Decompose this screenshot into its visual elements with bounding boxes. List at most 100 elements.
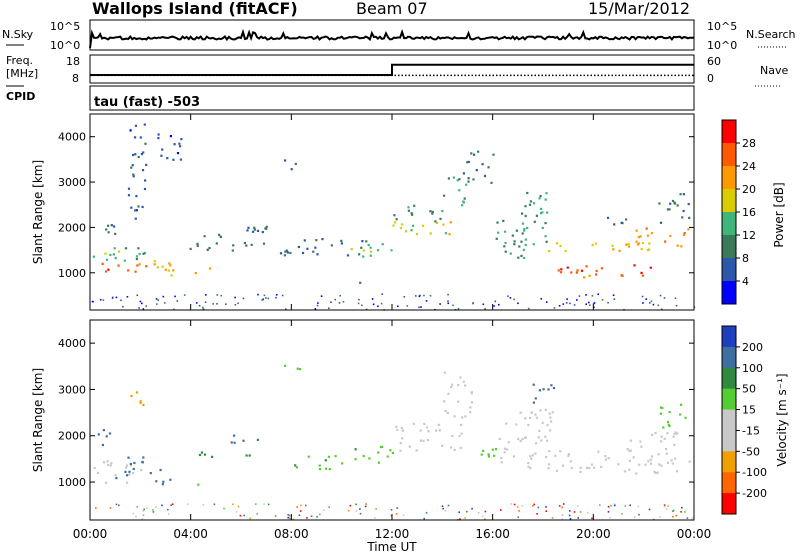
noise-cell — [545, 506, 547, 508]
data-cell — [285, 249, 288, 252]
velocity-colorbar-label: Velocity [m s⁻¹] — [775, 373, 789, 466]
data-cell — [155, 480, 158, 483]
data-cell — [524, 417, 527, 420]
data-cell — [434, 220, 437, 223]
data-cell — [256, 229, 260, 232]
data-cell — [646, 234, 650, 237]
data-cell — [358, 253, 361, 256]
data-cell — [386, 455, 389, 458]
data-cell — [113, 247, 116, 250]
data-cell — [561, 464, 565, 467]
data-cell — [423, 422, 426, 425]
data-cell — [169, 135, 172, 138]
data-cell — [340, 239, 343, 242]
data-cell — [513, 243, 516, 246]
data-cell — [594, 242, 597, 245]
noise-cell — [517, 302, 519, 305]
data-cell — [324, 459, 327, 462]
noise-cell — [498, 303, 500, 306]
noise-cell — [202, 306, 204, 309]
noise-cell — [521, 505, 524, 507]
data-cell — [369, 250, 373, 253]
data-cell — [682, 209, 685, 213]
data-cell — [354, 458, 357, 461]
data-cell — [654, 471, 657, 475]
data-cell — [469, 406, 472, 409]
noise-right-tick-top: 10^5 — [707, 20, 737, 33]
data-cell — [597, 450, 600, 453]
noise-cell — [579, 511, 582, 513]
data-cell — [640, 445, 643, 448]
noise-cell — [314, 308, 317, 310]
data-cell — [538, 389, 541, 392]
data-cell — [303, 239, 306, 242]
data-cell — [172, 269, 175, 272]
data-cell — [645, 227, 648, 230]
data-cell — [137, 247, 140, 250]
data-cell — [671, 462, 674, 465]
data-cell — [570, 466, 573, 470]
noise-cell — [288, 514, 291, 517]
data-cell — [134, 136, 137, 139]
data-cell — [566, 266, 569, 269]
data-cell — [443, 194, 446, 197]
noise-right-tick-bottom: 10^0 — [707, 39, 737, 52]
data-cell — [153, 260, 156, 263]
data-cell — [658, 463, 661, 466]
data-cell — [487, 453, 490, 456]
noise-cell — [447, 293, 449, 296]
data-cell — [503, 451, 506, 454]
colorbar-swatch — [722, 166, 736, 190]
data-cell — [470, 152, 473, 155]
data-cell — [124, 470, 127, 473]
data-cell — [108, 432, 112, 435]
noise-cell — [551, 517, 554, 519]
data-cell — [668, 208, 671, 211]
data-cell — [261, 231, 264, 234]
data-cell — [265, 225, 268, 228]
data-cell — [509, 252, 512, 255]
data-cell — [541, 226, 544, 229]
data-cell — [130, 395, 133, 398]
data-cell — [399, 449, 402, 452]
data-cell — [125, 464, 129, 467]
data-cell — [283, 254, 286, 257]
data-cell — [633, 264, 636, 267]
data-cell — [143, 187, 147, 191]
noise-cell — [484, 518, 486, 520]
data-cell — [176, 152, 180, 155]
noise-cell — [111, 297, 114, 300]
data-cell — [556, 242, 559, 245]
data-cell — [682, 233, 685, 236]
data-cell — [544, 235, 547, 238]
data-cell — [457, 400, 460, 403]
x-tick-label: 00:00 — [677, 527, 712, 541]
data-cell — [245, 454, 248, 457]
x-tick-label: 04:00 — [173, 527, 208, 541]
noise-cell — [607, 511, 610, 513]
data-cell — [618, 249, 621, 252]
data-cell — [535, 416, 538, 419]
data-cell — [546, 424, 549, 427]
data-cell — [463, 197, 466, 200]
data-cell — [660, 435, 663, 438]
noise-cell — [447, 302, 449, 305]
data-cell — [381, 445, 384, 449]
data-cell — [203, 235, 206, 238]
noise-cell — [237, 302, 239, 305]
y-tick-label: 2000 — [58, 430, 86, 443]
data-cell — [627, 243, 630, 246]
noise-cell — [573, 304, 576, 306]
noise-cell — [274, 515, 277, 517]
data-cell — [470, 401, 474, 404]
data-cell — [648, 242, 651, 245]
data-cell — [169, 264, 172, 267]
data-cell — [530, 457, 533, 460]
data-cell — [117, 250, 121, 253]
data-cell — [593, 466, 596, 469]
noise-cell — [648, 508, 651, 511]
data-cell — [500, 461, 503, 464]
noise-cell — [441, 505, 444, 507]
data-cell — [157, 133, 160, 136]
data-cell — [591, 244, 594, 247]
